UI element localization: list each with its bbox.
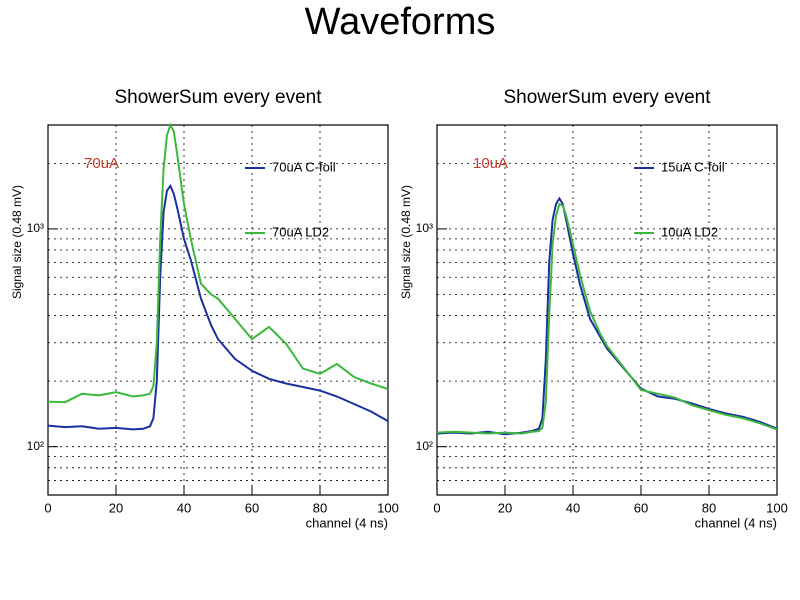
x-tick-label: 0: [44, 500, 51, 515]
x-tick-label: 100: [377, 500, 399, 515]
plot-frame: [436, 124, 778, 496]
x-tick-label: 80: [313, 500, 327, 515]
plot-frame: [47, 124, 389, 496]
x-tick-label: 60: [634, 500, 648, 515]
x-tick-label: 100: [766, 500, 788, 515]
series-line: [47, 122, 389, 404]
y-tick-label: 10³: [416, 221, 433, 235]
x-tick-label: 40: [177, 500, 191, 515]
legend-label: 10uA LD2: [661, 224, 718, 239]
slide-title: Waveforms: [305, 1, 496, 43]
legend-label: 70uA LD2: [272, 224, 329, 239]
x-axis-label: channel (4 ns): [695, 515, 777, 530]
x-tick-label: 80: [702, 500, 716, 515]
series-line: [436, 202, 778, 435]
x-tick-label: 40: [566, 500, 580, 515]
y-tick-label: 10³: [27, 221, 44, 235]
x-tick-label: 20: [109, 500, 123, 515]
x-tick-label: 0: [433, 500, 440, 515]
series-line: [436, 196, 778, 436]
y-tick-label: 10²: [416, 439, 433, 453]
y-tick-label: 10²: [27, 439, 44, 453]
chart-title: ShowerSum every event: [504, 87, 712, 108]
x-axis-label: channel (4 ns): [306, 515, 388, 530]
chart-title: ShowerSum every event: [115, 87, 323, 108]
series-line: [47, 183, 389, 431]
y-axis-label: Signal size (0.48 mV): [399, 185, 413, 299]
annotation: 10uA: [473, 155, 508, 172]
x-tick-label: 60: [245, 500, 259, 515]
legend-label: 70uA C-foil: [272, 159, 336, 174]
legend-label: 15uA C-foil: [661, 159, 725, 174]
x-tick-label: 20: [498, 500, 512, 515]
annotation: 70uA: [84, 155, 119, 172]
y-axis-label: Signal size (0.48 mV): [10, 185, 24, 299]
